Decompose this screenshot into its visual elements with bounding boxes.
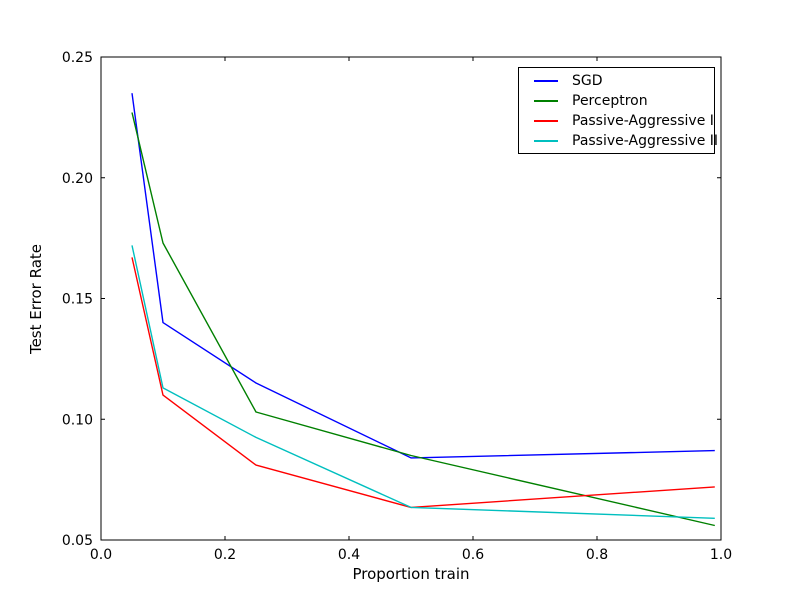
legend-line-sample: [534, 80, 558, 82]
x-tick-label: 1.0: [710, 547, 732, 563]
y-tick-label: 0.10: [62, 412, 93, 428]
legend: SGD Perceptron Passive-Aggressive I Passive…: [518, 67, 718, 154]
legend-item: Passive-Aggressive I: [519, 111, 714, 131]
x-tick-label: 0.0: [90, 547, 112, 563]
legend-label: Perceptron: [572, 93, 648, 109]
y-tick-label: 0.05: [62, 533, 93, 549]
y-tick-label: 0.15: [62, 292, 93, 308]
series-line-passive-aggressive-i: [131, 257, 715, 509]
x-tick-label: 0.6: [462, 547, 484, 563]
series-line-passive-aggressive-ii: [131, 245, 715, 519]
legend-line-sample: [534, 120, 558, 122]
y-axis-label: Test Error Rate: [27, 243, 45, 355]
series-line-sgd: [131, 93, 715, 459]
legend-line-sample: [534, 100, 558, 102]
legend-label: Passive-Aggressive II: [572, 133, 719, 149]
legend-line-sample: [534, 140, 558, 142]
legend-item: Passive-Aggressive II: [519, 131, 718, 151]
legend-item: Perceptron: [519, 91, 714, 111]
y-tick-label: 0.25: [62, 50, 93, 66]
x-tick-label: 0.4: [338, 547, 360, 563]
series-line-perceptron: [131, 112, 715, 527]
x-tick-label: 0.2: [214, 547, 236, 563]
y-tick-label: 0.20: [62, 171, 93, 187]
x-axis-label: Proportion train: [352, 565, 470, 583]
legend-item: SGD: [519, 71, 714, 91]
legend-label: SGD: [572, 73, 603, 89]
legend-label: Passive-Aggressive I: [572, 113, 714, 129]
x-tick-label: 0.8: [586, 547, 608, 563]
